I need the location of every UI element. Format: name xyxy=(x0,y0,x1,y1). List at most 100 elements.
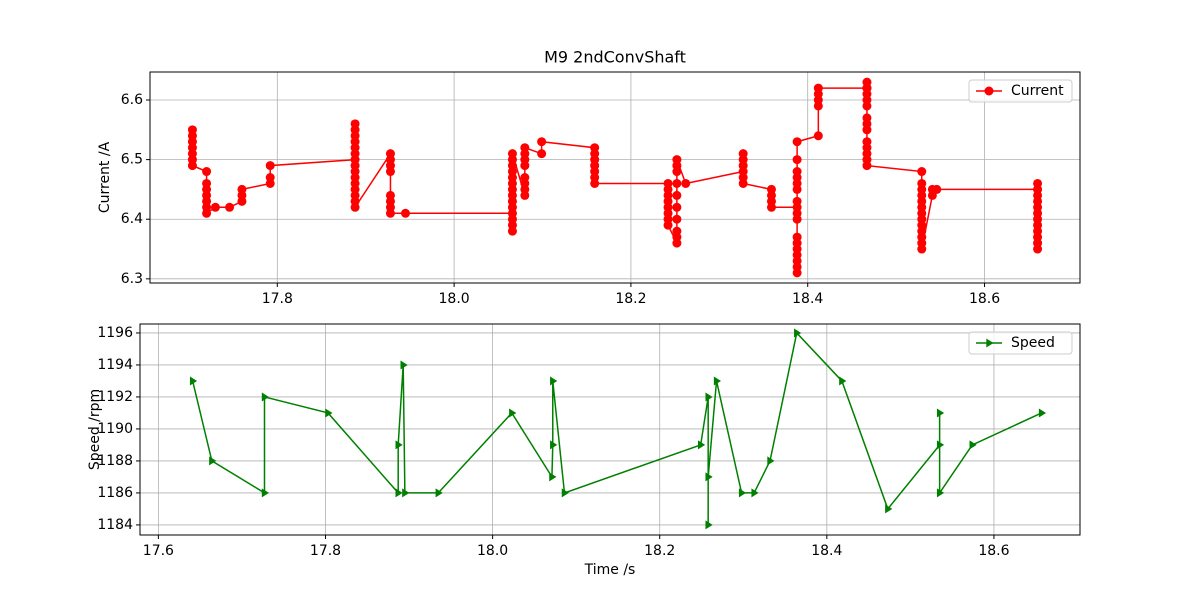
marker xyxy=(202,208,212,218)
marker xyxy=(792,232,802,242)
marker xyxy=(813,83,823,93)
marker xyxy=(794,328,802,338)
marker xyxy=(705,392,713,402)
x-tick-label: 17.8 xyxy=(310,543,341,559)
y-tick-label: 1192 xyxy=(97,389,133,405)
y-tick-label: 1188 xyxy=(97,453,133,469)
y-axis-label: Speed /rpm xyxy=(87,389,103,470)
y-tick-label: 6.6 xyxy=(121,92,143,108)
marker xyxy=(549,472,557,482)
y-tick-label: 1194 xyxy=(97,357,133,373)
marker xyxy=(705,472,713,482)
marker xyxy=(385,167,395,177)
marker xyxy=(261,488,269,498)
marker xyxy=(738,161,748,171)
marker xyxy=(210,202,220,212)
marker xyxy=(936,440,945,450)
marker xyxy=(237,184,247,194)
marker xyxy=(766,202,776,212)
y-tick-label: 6.4 xyxy=(121,211,143,227)
marker xyxy=(862,161,872,171)
marker xyxy=(1033,244,1043,254)
marker xyxy=(395,488,403,498)
marker xyxy=(1038,408,1047,418)
marker xyxy=(969,440,977,450)
x-tick-label: 18.4 xyxy=(792,291,823,307)
marker xyxy=(813,131,823,141)
marker xyxy=(537,149,547,159)
x-tick-label: 17.6 xyxy=(143,543,174,559)
marker xyxy=(507,149,517,159)
marker xyxy=(265,173,275,182)
marker xyxy=(738,178,748,188)
marker xyxy=(350,202,360,212)
x-tick-label: 18.6 xyxy=(969,291,1000,307)
y-tick-label: 6.5 xyxy=(121,152,143,168)
marker xyxy=(435,488,443,498)
legend-label: Current xyxy=(1011,83,1064,99)
marker xyxy=(986,338,994,348)
series-line xyxy=(191,82,1039,273)
marker xyxy=(792,208,802,218)
marker xyxy=(672,214,682,224)
legend-frame xyxy=(968,79,1073,103)
marker xyxy=(590,178,600,188)
marker xyxy=(792,137,802,147)
x-tick-label: 18.0 xyxy=(439,291,470,307)
x-axis-label: Time /s xyxy=(584,562,636,578)
marker xyxy=(261,392,269,402)
marker xyxy=(550,440,558,450)
marker xyxy=(520,173,530,182)
chart-title: M9 2ndConvShaft xyxy=(544,48,686,67)
marker xyxy=(792,155,802,165)
marker xyxy=(672,226,682,236)
marker xyxy=(713,376,722,386)
y-axis-label: Current /A xyxy=(97,141,113,213)
marker xyxy=(225,202,235,212)
legend: Current xyxy=(968,79,1073,103)
legend: Speed xyxy=(968,331,1073,355)
x-tick-label: 17.8 xyxy=(262,291,293,307)
marker xyxy=(792,196,802,206)
x-tick-label: 18.4 xyxy=(811,543,842,559)
axes-frame xyxy=(149,71,1081,284)
marker xyxy=(187,161,197,171)
marker xyxy=(738,488,747,498)
marker xyxy=(209,456,217,466)
marker xyxy=(984,86,994,96)
marker xyxy=(697,440,706,450)
marker xyxy=(917,244,927,254)
marker xyxy=(265,161,275,171)
marker xyxy=(936,488,945,498)
marker xyxy=(672,190,682,200)
marker xyxy=(189,376,198,386)
marker xyxy=(672,155,682,165)
marker xyxy=(681,178,691,188)
marker xyxy=(395,440,403,450)
marker xyxy=(672,202,682,212)
marker xyxy=(792,167,802,177)
x-tick-label: 18.0 xyxy=(477,543,508,559)
marker xyxy=(507,214,517,224)
marker xyxy=(767,456,775,466)
marker xyxy=(932,184,942,194)
marker xyxy=(520,143,530,153)
marker xyxy=(705,520,713,530)
y-tick-label: 1186 xyxy=(97,485,133,501)
x-tick-label: 18.2 xyxy=(644,543,675,559)
marker xyxy=(561,488,569,498)
y-tick-label: 1190 xyxy=(97,421,133,437)
marker xyxy=(202,167,212,177)
marker xyxy=(350,149,360,159)
marker xyxy=(509,408,517,418)
y-tick-label: 1196 xyxy=(97,325,133,341)
legend-frame xyxy=(968,331,1073,355)
y-tick-label: 6.3 xyxy=(121,271,143,287)
marker xyxy=(672,178,682,188)
marker xyxy=(385,208,395,218)
marker xyxy=(402,488,410,498)
marker xyxy=(550,376,558,386)
marker xyxy=(862,125,872,135)
